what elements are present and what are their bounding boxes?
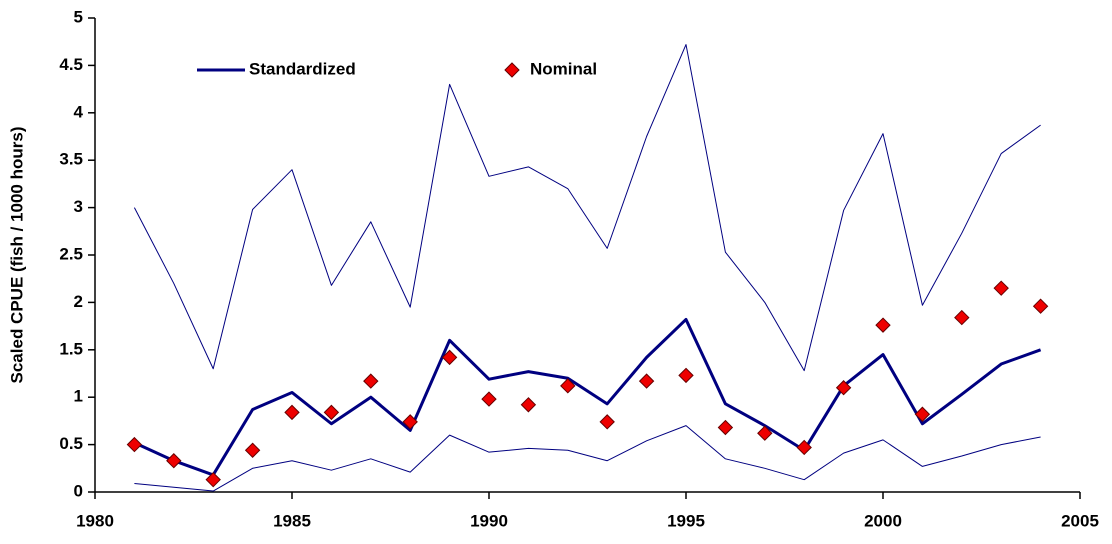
nominal-point <box>284 404 300 421</box>
y-tick-label: 3 <box>74 197 83 216</box>
y-tick-label: 5 <box>74 7 83 26</box>
nominal-point <box>323 404 340 421</box>
x-tick-label: 1985 <box>273 511 311 530</box>
nominal-point <box>441 349 458 366</box>
y-tick-label: 0 <box>74 481 83 500</box>
series-line <box>133 44 1041 372</box>
nominal-point <box>166 453 182 469</box>
y-axis-label: Scaled CPUE (fish / 1000 hours) <box>7 127 26 384</box>
nominal-point <box>954 309 970 326</box>
legend-marker <box>504 62 520 78</box>
nominal-point <box>599 414 615 430</box>
nominal-point <box>1032 298 1049 314</box>
nominal-point <box>717 419 734 436</box>
y-tick-label: 1 <box>74 387 83 406</box>
nominal-point <box>205 471 221 488</box>
legend-label: Nominal <box>530 59 597 78</box>
nominal-point <box>993 280 1009 296</box>
nominal-point <box>875 317 891 333</box>
y-tick-label: 0.5 <box>59 434 83 453</box>
nominal-point <box>126 436 143 453</box>
y-tick-label: 2 <box>74 292 83 311</box>
nominal-point <box>638 373 655 389</box>
x-tick-label: 2005 <box>1061 511 1099 530</box>
y-tick-label: 3.5 <box>59 150 83 169</box>
x-tick-label: 2000 <box>864 511 902 530</box>
nominal-point <box>835 380 852 396</box>
y-tick-label: 2.5 <box>59 244 83 263</box>
y-tick-label: 4 <box>74 102 84 121</box>
nominal-point <box>757 425 773 441</box>
nominal-point <box>520 397 537 413</box>
x-tick-label: 1980 <box>76 511 114 530</box>
nominal-point <box>560 378 576 394</box>
nominal-point <box>244 442 261 458</box>
y-tick-label: 1.5 <box>59 339 83 358</box>
legend-label: Standardized <box>249 59 356 78</box>
nominal-point <box>481 391 497 407</box>
x-tick-label: 1990 <box>470 511 508 530</box>
nominal-point <box>363 373 379 389</box>
nominal-point <box>914 406 931 422</box>
y-tick-label: 4.5 <box>59 55 83 74</box>
series-line <box>133 317 1042 477</box>
series-line <box>134 425 1041 492</box>
nominal-point <box>402 414 418 430</box>
x-tick-label: 1995 <box>667 511 705 530</box>
nominal-point <box>678 367 694 384</box>
nominal-point <box>796 439 812 456</box>
